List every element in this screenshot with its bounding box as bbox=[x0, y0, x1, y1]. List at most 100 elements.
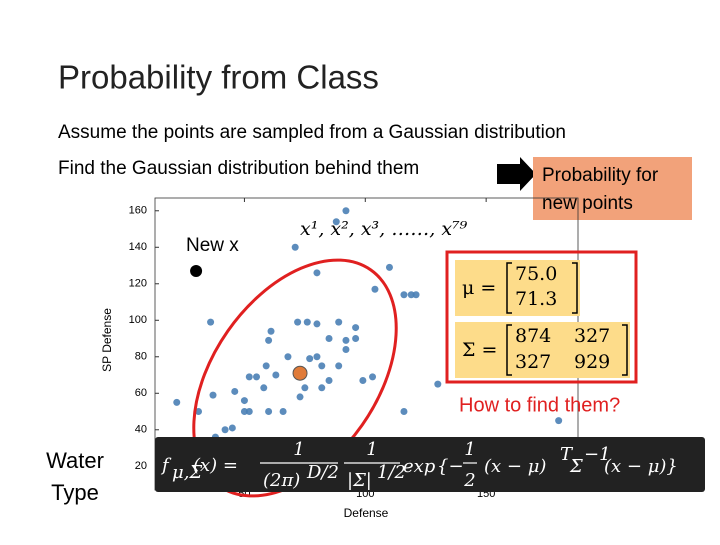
formula-part: T bbox=[560, 444, 574, 465]
bullet: Assume the points are sampled from a Gau… bbox=[58, 122, 566, 143]
y-tick-label: 80 bbox=[135, 351, 147, 363]
point bbox=[407, 291, 415, 299]
point bbox=[279, 408, 287, 416]
callout: Probability for bbox=[542, 165, 659, 186]
point bbox=[291, 243, 299, 251]
bracket bbox=[506, 324, 628, 376]
samples-label: x¹, x², x³, ……, x⁷⁹ bbox=[300, 218, 468, 240]
new-x-label: New x bbox=[186, 235, 239, 256]
point bbox=[313, 353, 321, 361]
formula-part: Σ bbox=[569, 456, 583, 477]
mean-point bbox=[292, 365, 308, 381]
mu-box bbox=[455, 260, 580, 316]
formula-part: 1 bbox=[293, 439, 304, 460]
formula-part: exp bbox=[403, 456, 436, 477]
point bbox=[301, 384, 309, 392]
point bbox=[173, 398, 181, 406]
sigma-value: 874 bbox=[515, 325, 551, 347]
point bbox=[342, 336, 350, 344]
formula-box bbox=[155, 437, 705, 492]
bracket bbox=[506, 262, 578, 314]
sigma-value: 327 bbox=[574, 325, 610, 347]
mu-value: 71.3 bbox=[515, 288, 557, 310]
point bbox=[253, 373, 261, 381]
title: Probability from Class bbox=[58, 59, 379, 96]
point bbox=[352, 324, 360, 332]
point bbox=[555, 417, 563, 425]
formula-part: D/2 bbox=[306, 462, 339, 483]
point bbox=[342, 345, 350, 353]
y-tick-label: 120 bbox=[129, 278, 147, 290]
point bbox=[265, 336, 273, 344]
sigma-value: 327 bbox=[515, 351, 551, 373]
new-point bbox=[190, 265, 203, 277]
point bbox=[296, 393, 304, 401]
point bbox=[342, 207, 350, 215]
point bbox=[335, 318, 343, 326]
sigma-label: Σ = bbox=[462, 339, 497, 361]
point bbox=[245, 408, 253, 416]
arrow bbox=[497, 157, 536, 191]
point bbox=[400, 291, 408, 299]
plot: Defense SP Defense 204060801001201401605… bbox=[100, 197, 579, 520]
mu-label: μ = bbox=[462, 277, 496, 299]
mu-value: 75.0 bbox=[515, 263, 557, 285]
point bbox=[195, 408, 203, 416]
point bbox=[318, 362, 326, 370]
point bbox=[332, 218, 340, 226]
point bbox=[228, 424, 236, 432]
point bbox=[313, 320, 321, 328]
y-tick-label: 20 bbox=[135, 460, 147, 472]
point bbox=[352, 335, 360, 343]
sigma-box bbox=[455, 322, 630, 378]
formula-part: (x − μ) bbox=[484, 456, 546, 477]
point bbox=[335, 362, 343, 370]
point bbox=[359, 377, 367, 384]
estimate-box bbox=[445, 250, 638, 384]
formula-part: 1 bbox=[464, 439, 475, 460]
point bbox=[294, 318, 302, 326]
point bbox=[371, 285, 379, 293]
formula-part: μ,Σ bbox=[172, 462, 202, 483]
point bbox=[303, 318, 311, 326]
callout: new points bbox=[542, 193, 633, 214]
formula: f μ,Σ (x) = 1 (2π) D/2 1 |Σ| 1/2 exp {− … bbox=[160, 439, 678, 491]
y-tick-label: 60 bbox=[135, 387, 147, 399]
point bbox=[240, 408, 248, 416]
sigma-value: 929 bbox=[574, 351, 610, 373]
point bbox=[369, 373, 377, 381]
point bbox=[265, 408, 273, 416]
formula-part: (x − μ)} bbox=[604, 456, 678, 477]
formula-part: (x) = bbox=[193, 455, 238, 476]
bullet: Find the Gaussian distribution behind th… bbox=[58, 158, 419, 179]
point bbox=[267, 327, 275, 335]
y-tick-label: 160 bbox=[129, 205, 147, 217]
point bbox=[260, 384, 268, 392]
point bbox=[272, 371, 280, 379]
side-label: Water bbox=[46, 448, 104, 473]
callout-box bbox=[533, 157, 692, 220]
point bbox=[306, 355, 314, 363]
point bbox=[385, 263, 393, 271]
point bbox=[221, 426, 229, 434]
formula-part: (2π) bbox=[263, 470, 300, 491]
formula-part: |Σ| bbox=[347, 470, 372, 491]
formula-part: {− bbox=[437, 456, 464, 477]
side-label: Type bbox=[51, 480, 99, 505]
y-tick-label: 40 bbox=[135, 424, 147, 436]
point bbox=[240, 397, 248, 405]
formula-part: −1 bbox=[584, 444, 611, 465]
point bbox=[245, 373, 253, 381]
formula-part: 1/2 bbox=[377, 462, 406, 483]
point bbox=[231, 387, 239, 395]
point bbox=[262, 362, 270, 370]
question: How to find them? bbox=[459, 394, 620, 416]
point bbox=[325, 335, 333, 343]
point bbox=[207, 318, 215, 326]
point bbox=[313, 269, 321, 277]
y-axis-label: SP Defense bbox=[100, 308, 114, 372]
x-axis-label: Defense bbox=[344, 506, 389, 520]
point bbox=[400, 408, 408, 416]
y-tick-label: 140 bbox=[129, 241, 147, 253]
